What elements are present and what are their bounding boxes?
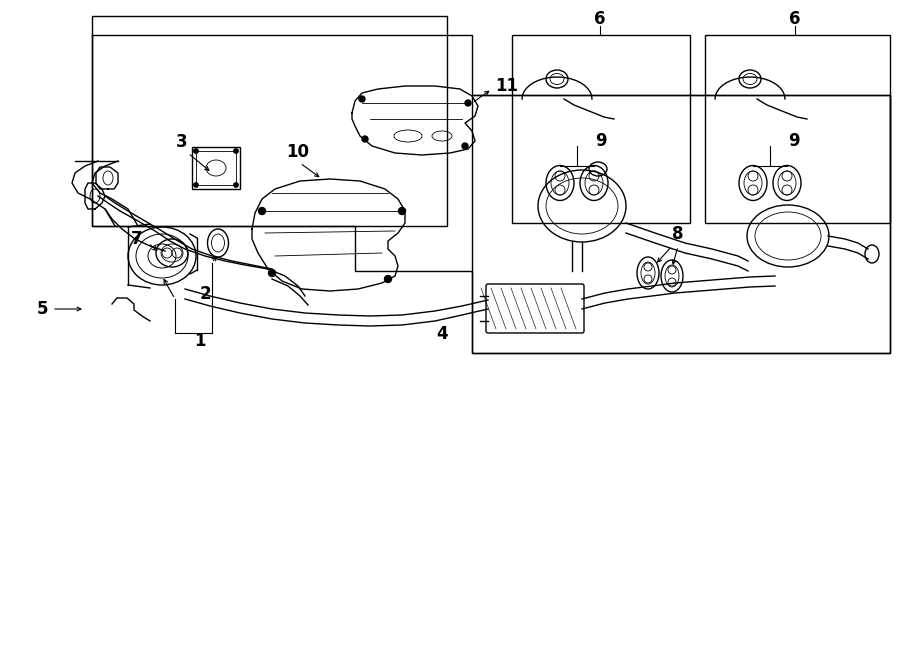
Text: 9: 9 — [595, 132, 607, 150]
Text: 9: 9 — [788, 132, 799, 150]
Circle shape — [359, 96, 365, 102]
Circle shape — [384, 276, 392, 282]
Bar — [196, 151, 236, 185]
Text: 7: 7 — [130, 230, 142, 248]
Bar — [705, 35, 890, 223]
Text: 1: 1 — [194, 332, 206, 350]
Text: 6: 6 — [594, 10, 606, 28]
Circle shape — [234, 183, 238, 187]
Bar — [92, 16, 447, 226]
Circle shape — [362, 136, 368, 142]
Bar — [192, 147, 240, 189]
Circle shape — [462, 143, 468, 149]
Circle shape — [194, 149, 198, 153]
Bar — [472, 95, 890, 353]
Circle shape — [234, 149, 238, 153]
Text: 10: 10 — [286, 143, 310, 161]
Circle shape — [194, 183, 198, 187]
Bar — [512, 35, 690, 223]
Text: 6: 6 — [789, 10, 801, 28]
Circle shape — [258, 208, 265, 215]
Text: 3: 3 — [176, 133, 188, 151]
Text: 2: 2 — [199, 285, 211, 303]
Text: 11: 11 — [495, 77, 518, 95]
Circle shape — [465, 100, 471, 106]
Text: 4: 4 — [436, 325, 448, 343]
Text: 8: 8 — [672, 225, 683, 243]
Circle shape — [399, 208, 406, 215]
Circle shape — [268, 270, 275, 276]
Text: 5: 5 — [37, 300, 48, 318]
